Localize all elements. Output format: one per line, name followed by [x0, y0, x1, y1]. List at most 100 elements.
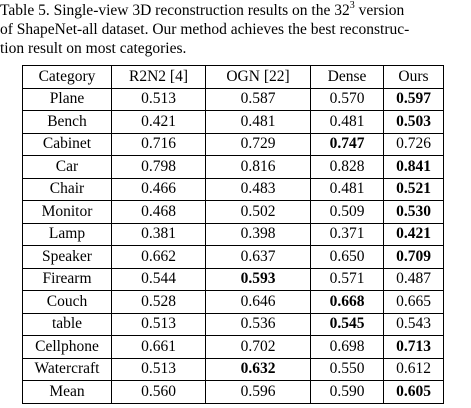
value-cell: 0.709 — [383, 245, 444, 269]
value-cell: 0.421 — [111, 110, 206, 134]
value-cell: 0.398 — [205, 222, 311, 246]
table-row: Cellphone 0.661 0.702 0.698 0.713 — [22, 335, 444, 359]
category-cell: Cabinet — [22, 132, 112, 156]
value-cell: 0.560 — [111, 380, 206, 404]
table-body: Plane 0.513 0.587 0.570 0.597 Bench 0.421 0.481… — [22, 87, 444, 404]
category-cell: Car — [22, 155, 112, 179]
value-cell: 0.545 — [310, 312, 384, 336]
value-cell: 0.513 — [111, 357, 206, 381]
value-cell: 0.481 — [205, 110, 311, 134]
value-cell: 0.637 — [205, 245, 311, 269]
caption-superscript: 3 — [349, 0, 355, 11]
results-table: Category R2N2 [4] OGN [22] Dense Ours Plane 0… — [22, 65, 444, 404]
caption: Table 5. Single-view 3D reconstruction r… — [0, 1, 471, 58]
value-cell: 0.605 — [383, 380, 444, 404]
caption-text: tion result on most categories. — [0, 40, 187, 57]
value-cell: 0.468 — [111, 200, 206, 224]
value-cell: 0.536 — [205, 312, 311, 336]
value-cell: 0.528 — [111, 290, 206, 314]
value-cell: 0.668 — [310, 290, 384, 314]
value-cell: 0.421 — [383, 222, 444, 246]
value-cell: 0.590 — [310, 380, 384, 404]
table-row: Chair 0.466 0.483 0.481 0.521 — [22, 177, 444, 201]
value-cell: 0.544 — [111, 267, 206, 291]
caption-line: tion result on most categories. — [0, 39, 471, 58]
value-cell: 0.646 — [205, 290, 311, 314]
value-cell: 0.481 — [310, 110, 384, 134]
value-cell: 0.550 — [310, 357, 384, 381]
value-cell: 0.729 — [205, 132, 311, 156]
table-row: Monitor 0.468 0.502 0.509 0.530 — [22, 200, 444, 224]
caption-line: Table 5. Single-view 3D reconstruction r… — [0, 1, 471, 20]
column-header: Dense — [310, 65, 384, 89]
value-cell: 0.513 — [111, 87, 206, 111]
value-cell: 0.521 — [383, 177, 444, 201]
table-row: Speaker 0.662 0.637 0.650 0.709 — [22, 245, 444, 269]
header-row: Category R2N2 [4] OGN [22] Dense Ours — [22, 65, 444, 89]
table-row: Couch 0.528 0.646 0.668 0.665 — [22, 290, 444, 314]
value-cell: 0.816 — [205, 155, 311, 179]
table-row: Car 0.798 0.816 0.828 0.841 — [22, 155, 444, 179]
value-cell: 0.587 — [205, 87, 311, 111]
table-row: Mean 0.560 0.596 0.590 0.605 — [22, 380, 444, 404]
table-row: Firearm 0.544 0.593 0.571 0.487 — [22, 267, 444, 291]
value-cell: 0.513 — [111, 312, 206, 336]
category-cell: Firearm — [22, 267, 112, 291]
value-cell: 0.612 — [383, 357, 444, 381]
value-cell: 0.798 — [111, 155, 206, 179]
value-cell: 0.698 — [310, 335, 384, 359]
category-cell: Speaker — [22, 245, 112, 269]
column-header: Ours — [383, 65, 444, 89]
caption-text: of ShapeNet-all dataset. Our method achi… — [0, 21, 410, 38]
category-cell: Chair — [22, 177, 112, 201]
value-cell: 0.662 — [111, 245, 206, 269]
category-cell: Bench — [22, 110, 112, 134]
value-cell: 0.530 — [383, 200, 444, 224]
value-cell: 0.371 — [310, 222, 384, 246]
table-row: table 0.513 0.536 0.545 0.543 — [22, 312, 444, 336]
column-header: OGN [22] — [205, 65, 311, 89]
value-cell: 0.726 — [383, 132, 444, 156]
value-cell: 0.702 — [205, 335, 311, 359]
category-cell: Cellphone — [22, 335, 112, 359]
value-cell: 0.841 — [383, 155, 444, 179]
category-cell: Watercraft — [22, 357, 112, 381]
value-cell: 0.665 — [383, 290, 444, 314]
value-cell: 0.487 — [383, 267, 444, 291]
column-header: Category — [22, 65, 112, 89]
value-cell: 0.747 — [310, 132, 384, 156]
category-cell: Monitor — [22, 200, 112, 224]
value-cell: 0.571 — [310, 267, 384, 291]
category-cell: Mean — [22, 380, 112, 404]
value-cell: 0.483 — [205, 177, 311, 201]
caption-text: Table 5. Single-view 3D reconstruction r… — [0, 2, 350, 19]
value-cell: 0.632 — [205, 357, 311, 381]
value-cell: 0.596 — [205, 380, 311, 404]
table-row: Bench 0.421 0.481 0.481 0.503 — [22, 110, 444, 134]
caption-text: version — [354, 2, 405, 19]
caption-line: of ShapeNet-all dataset. Our method achi… — [0, 20, 471, 39]
value-cell: 0.570 — [310, 87, 384, 111]
value-cell: 0.828 — [310, 155, 384, 179]
category-cell: Couch — [22, 290, 112, 314]
category-cell: table — [22, 312, 112, 336]
value-cell: 0.593 — [205, 267, 311, 291]
table-row: Plane 0.513 0.587 0.570 0.597 — [22, 87, 444, 111]
value-cell: 0.597 — [383, 87, 444, 111]
category-cell: Lamp — [22, 222, 112, 246]
value-cell: 0.713 — [383, 335, 444, 359]
value-cell: 0.650 — [310, 245, 384, 269]
value-cell: 0.661 — [111, 335, 206, 359]
table-row: Watercraft 0.513 0.632 0.550 0.612 — [22, 357, 444, 381]
value-cell: 0.502 — [205, 200, 311, 224]
table-row: Cabinet 0.716 0.729 0.747 0.726 — [22, 132, 444, 156]
value-cell: 0.481 — [310, 177, 384, 201]
value-cell: 0.543 — [383, 312, 444, 336]
value-cell: 0.716 — [111, 132, 206, 156]
value-cell: 0.466 — [111, 177, 206, 201]
value-cell: 0.381 — [111, 222, 206, 246]
value-cell: 0.503 — [383, 110, 444, 134]
category-cell: Plane — [22, 87, 112, 111]
table-row: Lamp 0.381 0.398 0.371 0.421 — [22, 222, 444, 246]
